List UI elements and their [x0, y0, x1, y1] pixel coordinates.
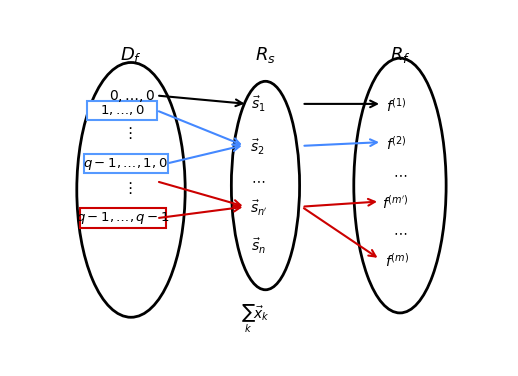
Text: $\vdots$: $\vdots$	[122, 180, 132, 196]
Text: $D_f$: $D_f$	[120, 45, 142, 65]
FancyBboxPatch shape	[87, 101, 157, 120]
Text: $\sum_k \vec{x}_k$: $\sum_k \vec{x}_k$	[241, 303, 270, 335]
Text: $\vec{s}_n$: $\vec{s}_n$	[251, 237, 266, 256]
Text: $f^{(1)}$: $f^{(1)}$	[386, 97, 407, 115]
Text: $f^{(m)}$: $f^{(m)}$	[385, 252, 409, 270]
Text: $f^{(m')}$: $f^{(m')}$	[382, 194, 409, 212]
Text: $\vec{s}_1$: $\vec{s}_1$	[251, 95, 266, 114]
Text: $R_f$: $R_f$	[390, 45, 410, 65]
Text: $\cdots$: $\cdots$	[393, 225, 407, 239]
Text: $\cdots$: $\cdots$	[251, 173, 265, 187]
Text: $q-1,\ldots,1,0$: $q-1,\ldots,1,0$	[83, 156, 168, 172]
Text: $1,\ldots,0$: $1,\ldots,0$	[100, 103, 145, 117]
FancyBboxPatch shape	[80, 208, 166, 228]
Text: $\vec{s}_{n'}$: $\vec{s}_{n'}$	[250, 199, 268, 218]
Text: $f^{(2)}$: $f^{(2)}$	[386, 135, 407, 153]
Text: $q-1,\ldots,q-1$: $q-1,\ldots,q-1$	[76, 210, 170, 226]
Text: $\cdots$: $\cdots$	[393, 167, 407, 181]
Text: $R_s$: $R_s$	[255, 45, 276, 65]
Text: $\vec{s}_2$: $\vec{s}_2$	[250, 138, 265, 158]
Text: $0,\ldots,0$: $0,\ldots,0$	[109, 88, 155, 104]
Text: $\vdots$: $\vdots$	[122, 126, 132, 141]
FancyBboxPatch shape	[83, 154, 168, 173]
